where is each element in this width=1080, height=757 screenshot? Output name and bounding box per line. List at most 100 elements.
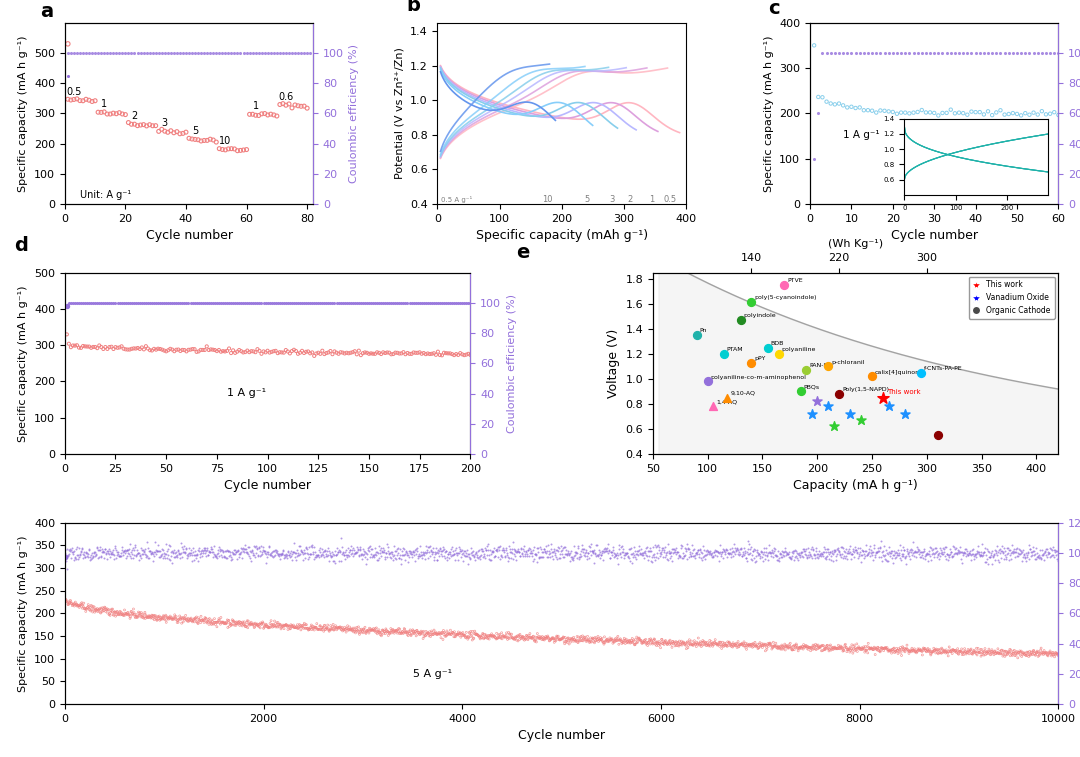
Point [715,639,732,651]
Point [743,638,760,650]
Point [139,342,157,354]
Point [372,547,389,559]
Point [400,545,417,557]
Point [320,347,337,359]
Point [800,641,818,653]
Point [866,649,883,661]
Point [723,547,740,559]
Point [961,645,978,657]
Point [230,551,247,563]
Point [534,634,551,646]
Point [214,345,231,357]
Point [95,47,112,59]
Point [569,541,586,553]
Point [982,649,999,661]
Point [874,545,891,557]
Point [936,550,954,562]
Point [975,547,993,559]
Point [557,547,575,559]
Point [300,541,318,553]
Point [1022,648,1039,660]
Point [700,546,717,558]
Point [572,632,590,644]
Point [63,596,80,608]
Point [624,636,642,648]
Point [197,344,214,356]
Point [85,601,103,613]
Point [505,544,523,556]
Point [76,597,93,609]
Point [517,633,535,645]
Point [578,635,595,647]
Point [458,631,475,643]
Point [269,548,286,560]
Point [73,602,91,614]
Point [657,634,674,646]
Point [743,638,760,650]
Point [232,616,249,628]
Point [162,540,179,552]
Point [940,647,957,659]
Point [994,648,1011,660]
Point [63,94,80,106]
Point [206,548,224,560]
Point [190,544,207,556]
Point [876,550,893,562]
Point [870,551,888,563]
Point [336,546,353,558]
Point [215,545,232,557]
Point [491,553,509,565]
Point [234,616,252,628]
Point [674,637,691,650]
Point [847,642,864,654]
Point [65,297,82,309]
Point [308,347,325,360]
Point [482,544,499,556]
Point [394,625,411,637]
Point [746,639,764,651]
Point [382,625,400,637]
Point [194,344,212,356]
Point [825,547,842,559]
Point [998,551,1015,563]
Point [750,547,767,559]
Point [80,94,97,106]
Point [735,545,753,557]
Point [833,540,850,553]
Point [528,631,545,643]
Point [58,329,76,341]
Point [917,547,934,559]
Point [511,547,528,559]
Point [137,612,154,625]
Point [804,541,821,553]
Point [987,547,1004,559]
Point [381,626,399,638]
Point [66,340,83,352]
Point [606,550,623,562]
Point [771,555,788,567]
Point [217,550,234,562]
Point [281,620,298,632]
Point [406,544,423,556]
Point [423,347,441,360]
Point [812,547,829,559]
Point [664,635,681,647]
Point [806,640,823,652]
Point [934,542,951,554]
Point [197,547,214,559]
Point [674,547,691,559]
Point [802,544,820,556]
Point [677,639,694,651]
Point [901,550,918,562]
Point [810,550,827,562]
Point [193,544,211,556]
Point [579,547,596,559]
Point [647,541,664,553]
Point [984,109,1001,121]
Point [797,640,814,653]
Point [168,613,186,625]
Point [927,644,944,656]
Point [753,547,770,559]
Point [428,628,445,640]
Point [465,628,483,640]
